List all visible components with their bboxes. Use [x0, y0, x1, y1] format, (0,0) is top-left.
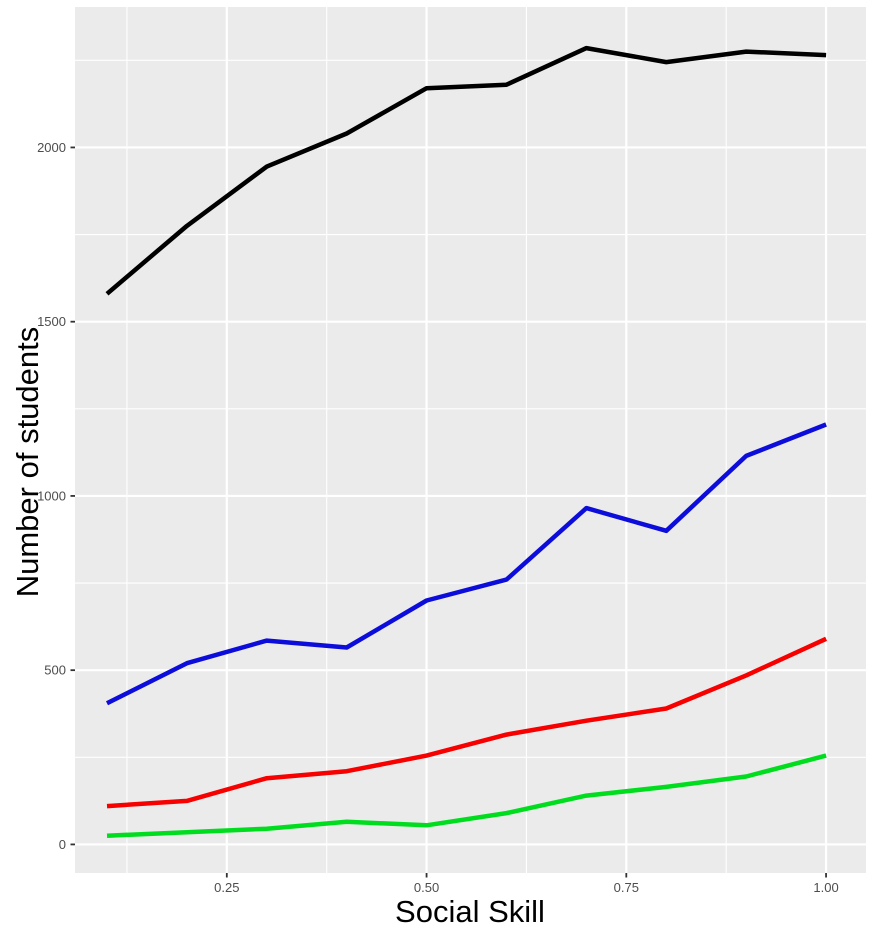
x-axis-title: Social Skill — [395, 894, 545, 929]
x-tick-label: 1.00 — [813, 880, 838, 895]
series-line-green — [106, 753, 827, 838]
y-tick-label: 2000 — [37, 140, 66, 155]
series-line-red — [106, 636, 828, 809]
plot-panel — [75, 7, 866, 873]
chart-generated: 0.25 0.50 0.75 1.00 0 500 1000 1500 2000 — [37, 7, 866, 895]
x-tick-label: 0.25 — [214, 880, 239, 895]
series-line-black — [105, 45, 827, 296]
y-axis-title: Number of students — [10, 327, 45, 598]
x-tick-label: 0.75 — [614, 880, 639, 895]
y-tick-label: 500 — [44, 663, 66, 678]
x-tick-label: 0.50 — [414, 880, 439, 895]
y-tick-label: 0 — [59, 837, 66, 852]
y-tick-label: 1500 — [37, 314, 66, 329]
series-line-blue — [105, 422, 827, 706]
y-tick-label: 1000 — [37, 488, 66, 503]
